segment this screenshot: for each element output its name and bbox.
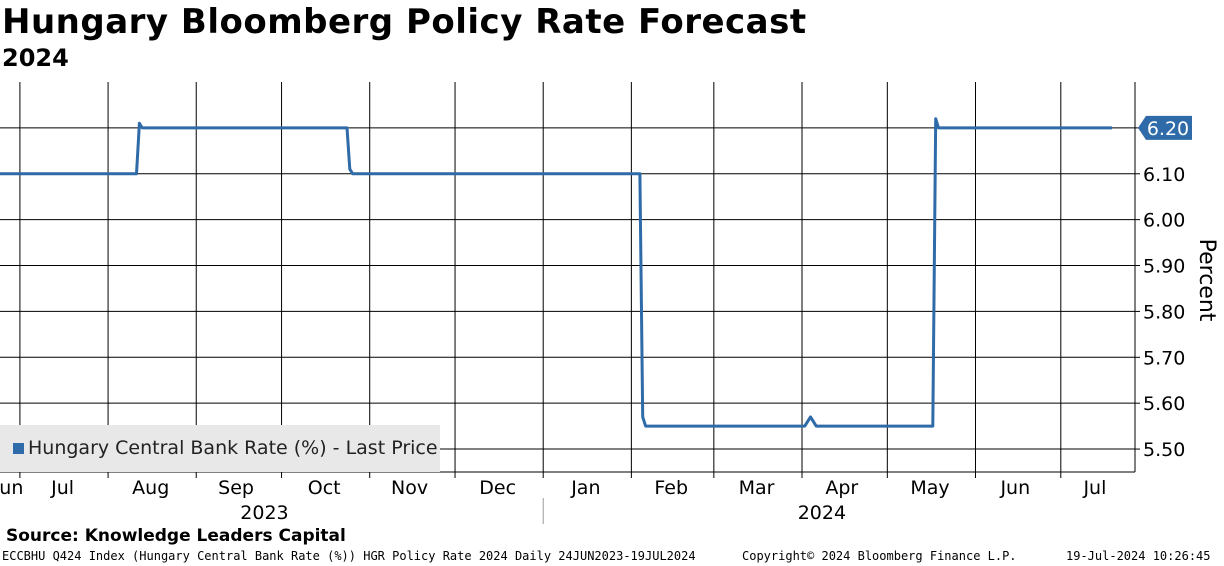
x-tick-label: Dec xyxy=(479,477,516,499)
x-tick-label: Sep xyxy=(218,477,254,499)
y-tick-label: 5.50 xyxy=(1143,439,1185,461)
footer-copyright: Copyright© 2024 Bloomberg Finance L.P. xyxy=(742,549,1017,563)
x-tick-label: Oct xyxy=(308,477,341,499)
y-tick-label: 6.00 xyxy=(1143,210,1185,232)
x-tick-label: Jul xyxy=(1082,477,1106,499)
year-label-2023: 2023 xyxy=(240,502,288,524)
chart-subtitle: 2024 xyxy=(2,44,69,72)
x-tick-label: Nov xyxy=(391,477,428,499)
x-tick-label: Jan xyxy=(570,477,600,499)
x-tick-label: Aug xyxy=(132,477,169,499)
last-value-label: 6.20 xyxy=(1147,118,1189,140)
x-tick-label: Jul xyxy=(50,477,74,499)
x-tick-label: Feb xyxy=(654,477,688,499)
x-tick-label: May xyxy=(910,477,949,499)
x-tick-label: Apr xyxy=(825,477,858,499)
y-tick-label: 5.70 xyxy=(1143,347,1185,369)
chart-title: Hungary Bloomberg Policy Rate Forecast xyxy=(2,2,807,42)
source-note: Source: Knowledge Leaders Capital xyxy=(6,526,346,546)
year-label-2024: 2024 xyxy=(798,502,846,524)
y-tick-label: 6.10 xyxy=(1143,164,1185,186)
legend-swatch xyxy=(13,443,24,454)
y-tick-label: 5.90 xyxy=(1143,256,1185,278)
footer-timestamp: 19-Jul-2024 10:26:45 xyxy=(1066,549,1211,563)
x-tick-label: Mar xyxy=(739,477,775,499)
y-axis-label: Percent xyxy=(1194,239,1219,322)
x-tick-label: Jun xyxy=(0,477,23,499)
legend: Hungary Central Bank Rate (%) - Last Pri… xyxy=(0,425,440,472)
y-tick-label: 5.60 xyxy=(1143,393,1185,415)
last-value-badge xyxy=(1138,115,1192,140)
footer-left: ECCBHU Q424 Index (Hungary Central Bank … xyxy=(2,549,696,563)
y-tick-label: 5.80 xyxy=(1143,301,1185,323)
series-line xyxy=(0,117,1112,428)
legend-label: Hungary Central Bank Rate (%) - Last Pri… xyxy=(28,437,438,459)
x-tick-label: Jun xyxy=(999,477,1030,499)
